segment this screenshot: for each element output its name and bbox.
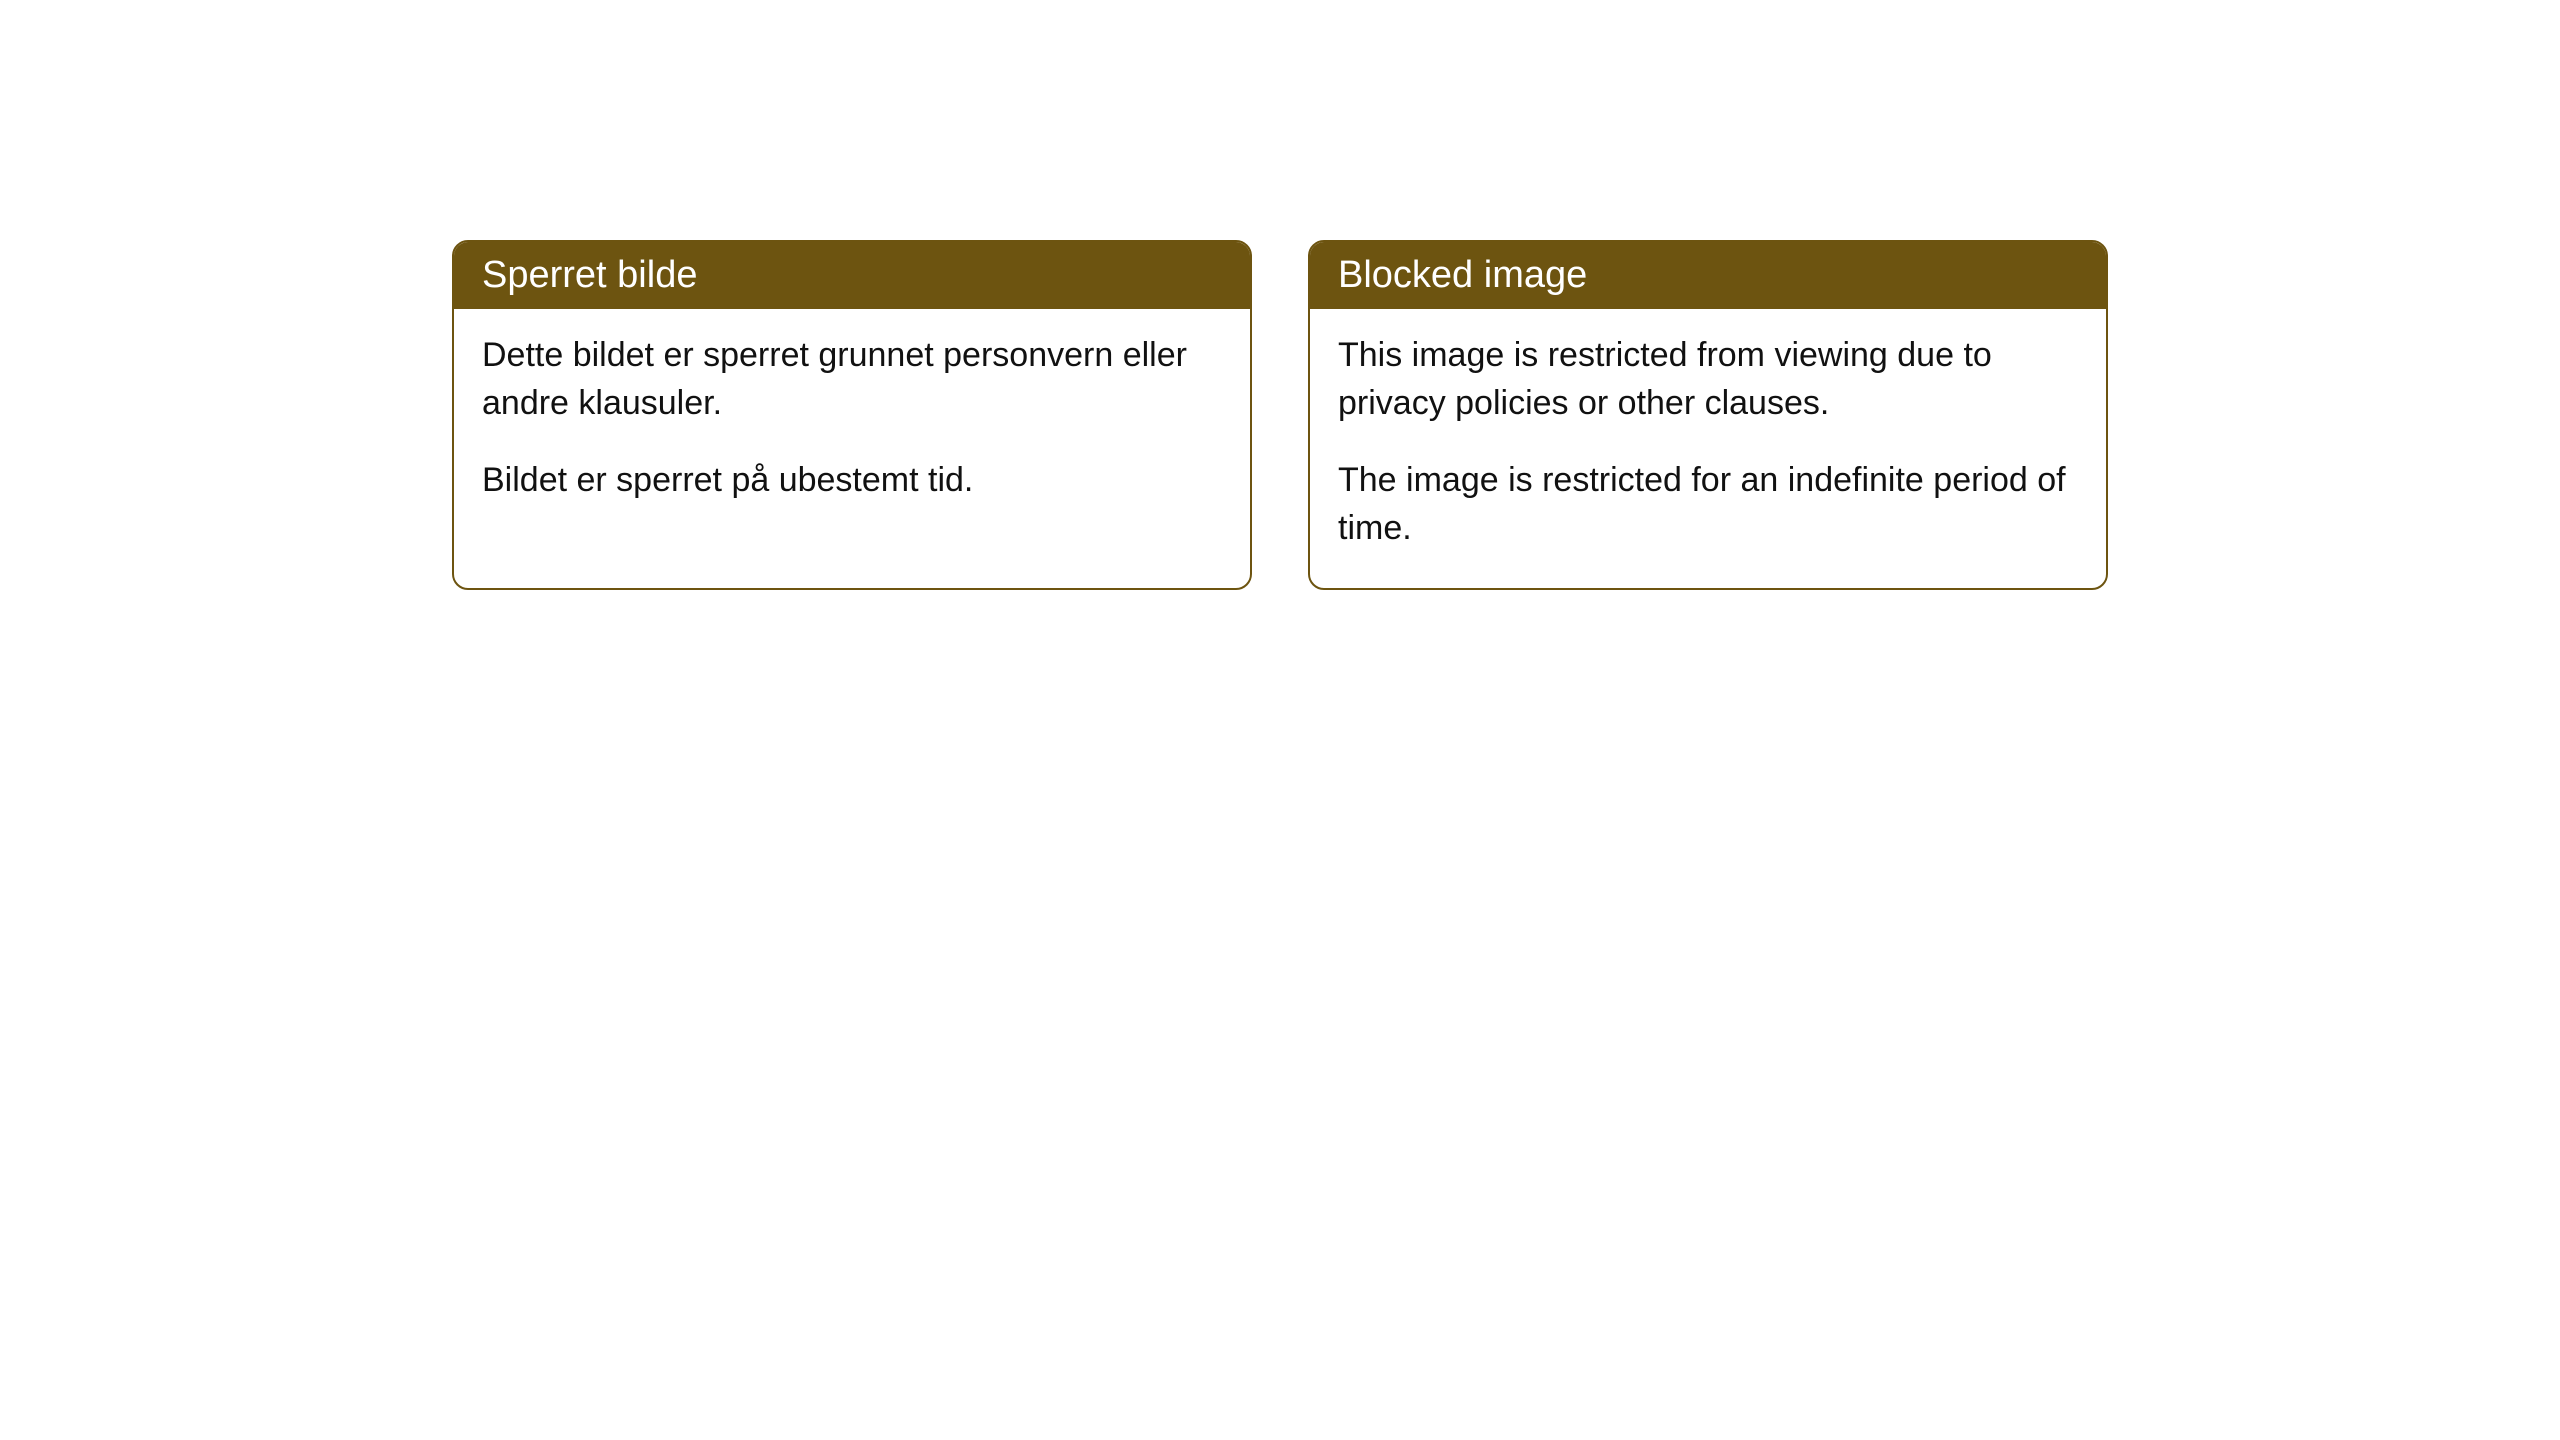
card-header: Blocked image	[1310, 242, 2106, 309]
card-title: Blocked image	[1338, 254, 1587, 296]
notice-card-norwegian: Sperret bilde Dette bildet er sperret gr…	[452, 240, 1252, 590]
card-header: Sperret bilde	[454, 242, 1250, 309]
notice-card-english: Blocked image This image is restricted f…	[1308, 240, 2108, 590]
card-paragraph-1: Dette bildet er sperret grunnet personve…	[482, 331, 1222, 428]
card-paragraph-2: Bildet er sperret på ubestemt tid.	[482, 456, 1222, 504]
card-paragraph-1: This image is restricted from viewing du…	[1338, 331, 2078, 428]
card-title: Sperret bilde	[482, 254, 697, 296]
card-body: This image is restricted from viewing du…	[1310, 309, 2106, 588]
card-body: Dette bildet er sperret grunnet personve…	[454, 309, 1250, 540]
card-paragraph-2: The image is restricted for an indefinit…	[1338, 456, 2078, 553]
notice-container: Sperret bilde Dette bildet er sperret gr…	[452, 240, 2108, 590]
